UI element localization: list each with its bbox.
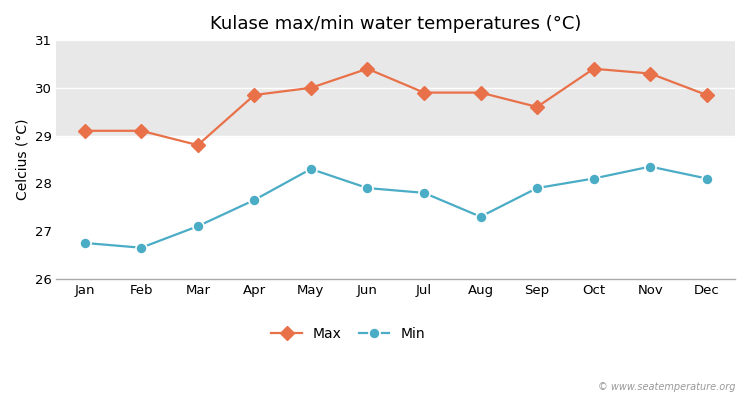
Min [702,176,711,181]
Y-axis label: Celcius (°C): Celcius (°C) [15,119,29,200]
Max [646,71,655,76]
Max [80,128,89,133]
Max [136,128,146,133]
Min [307,166,316,171]
Max [590,66,598,71]
Line: Min: Min [80,161,712,253]
Text: © www.seatemperature.org: © www.seatemperature.org [598,382,735,392]
Max [194,143,202,148]
Max [476,90,485,95]
Min [590,176,598,181]
Legend: Max, Min: Max, Min [266,322,430,346]
Title: Kulase max/min water temperatures (°C): Kulase max/min water temperatures (°C) [210,15,581,33]
Min [419,190,428,195]
Max [363,66,372,71]
Min [80,240,89,245]
Min [194,224,202,229]
Min [532,186,542,190]
Max [702,92,711,97]
Min [363,186,372,190]
Min [646,164,655,169]
Min [250,198,259,202]
Max [307,86,316,90]
Min [136,245,146,250]
Max [419,90,428,95]
Max [250,92,259,97]
Line: Max: Max [80,64,712,150]
Max [532,104,542,109]
Min [476,214,485,219]
Bar [56,40,735,136]
